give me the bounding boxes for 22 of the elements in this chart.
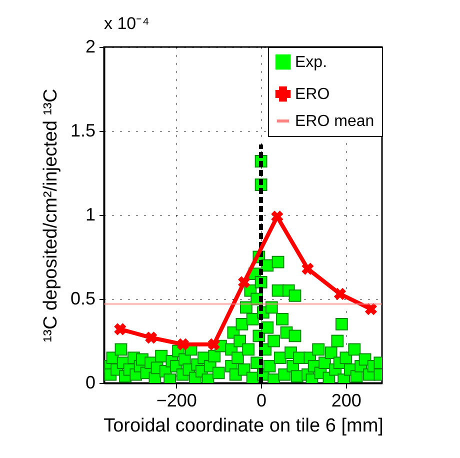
- point: [176, 338, 190, 350]
- y-tick-label: 2: [85, 36, 96, 56]
- y-tick-label: 0.5: [70, 288, 96, 308]
- point: [364, 303, 378, 316]
- point: [238, 276, 250, 288]
- point: [145, 332, 158, 344]
- point: [208, 338, 220, 350]
- x-tick-label: 200: [331, 390, 362, 410]
- y-axis-title: ¹³C deposited/cm²/injected ¹³C: [40, 88, 62, 342]
- y-tick-label: 1.5: [70, 120, 96, 140]
- y-tick-label: 0: [85, 372, 96, 392]
- x-tick-label: 0: [256, 390, 267, 410]
- legend-label: ERO mean: [295, 113, 374, 130]
- point: [302, 262, 314, 275]
- legend-label: ERO: [295, 86, 330, 103]
- legend-label: Exp.: [295, 54, 328, 71]
- x-tick-label: −200: [156, 390, 197, 410]
- text: x 10⁻⁴: [104, 14, 150, 33]
- x-axis-title: Toroidal coordinate on tile 6 [mm]: [104, 416, 384, 436]
- point: [114, 323, 126, 336]
- y-tick-label: 1: [85, 204, 96, 224]
- point: [334, 288, 346, 300]
